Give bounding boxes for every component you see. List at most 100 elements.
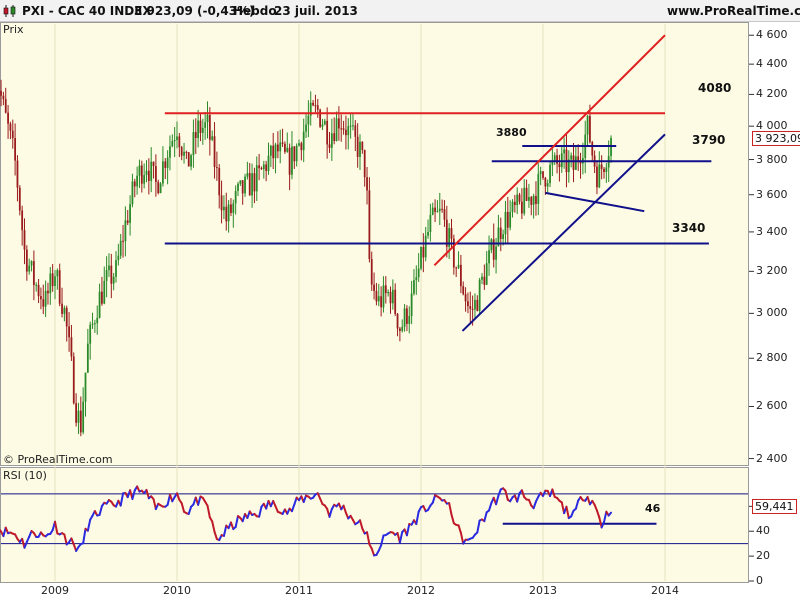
trend-line <box>545 191 645 213</box>
rsi-segment <box>70 537 75 546</box>
candle-body <box>143 175 146 184</box>
candle-body <box>438 208 441 212</box>
rsi-segment <box>234 515 239 528</box>
candle-body <box>42 299 45 307</box>
candle-body <box>79 410 82 433</box>
candle-body <box>312 102 314 106</box>
candle-body <box>537 174 540 204</box>
rsi-segment <box>450 513 455 525</box>
rsi-segment <box>63 533 68 546</box>
rsi-segment <box>415 510 420 526</box>
candle-body <box>345 129 347 136</box>
candle-body <box>11 130 14 139</box>
candle-body <box>56 270 59 277</box>
rsi-segment <box>54 520 59 535</box>
rsi-segment <box>82 527 87 545</box>
candle-body <box>391 289 394 304</box>
rsi-segment <box>598 516 603 529</box>
candle-body <box>431 207 434 215</box>
candle-body <box>546 183 549 187</box>
candle-body <box>239 180 242 184</box>
candle-body <box>276 144 279 152</box>
candle-body <box>7 112 9 124</box>
last-quote: 3 923,09 (-0,43%) <box>134 4 255 18</box>
candle-body <box>316 105 319 110</box>
candle-body <box>260 168 263 170</box>
candle-body <box>459 264 462 287</box>
candle-body <box>422 246 425 258</box>
candle-body <box>32 261 35 285</box>
rsi-segment <box>497 488 502 497</box>
candle-body <box>138 165 141 176</box>
candle-body <box>441 208 444 210</box>
candle-body <box>157 181 160 194</box>
rsi-segment <box>457 524 462 534</box>
candle-body <box>600 164 603 169</box>
candle-body <box>305 124 307 132</box>
date-label: 23 juil. 2013 <box>274 4 358 18</box>
candle-body <box>535 195 537 204</box>
rsi-segment <box>405 523 411 537</box>
candle-body <box>183 151 185 156</box>
candle-body <box>333 133 336 141</box>
candle-body <box>323 120 326 125</box>
candle-body <box>96 317 99 324</box>
candle-body <box>218 167 221 196</box>
candle-body <box>68 326 70 338</box>
candle-body <box>86 343 89 373</box>
price-tick: 3 000 <box>756 306 788 320</box>
candle-body <box>25 249 28 272</box>
candle-body <box>119 240 122 256</box>
rsi-segment <box>229 521 235 531</box>
candle-body <box>300 143 303 151</box>
candle-body <box>54 276 56 287</box>
candle-body <box>159 183 162 194</box>
candle-body <box>398 328 401 331</box>
candle-body <box>415 277 418 281</box>
rsi-segment <box>431 494 437 504</box>
candle-body <box>223 206 225 211</box>
candle-body <box>488 250 490 264</box>
candle-body <box>147 170 150 181</box>
candle-body <box>129 204 131 223</box>
candle-body <box>314 105 317 107</box>
level-label-3790: 3790 <box>692 133 726 148</box>
rsi-segment <box>551 488 556 498</box>
candle-body <box>450 228 453 239</box>
candle-body <box>420 246 422 269</box>
candle-body <box>375 291 378 302</box>
candle-body <box>589 115 591 143</box>
candle-body <box>140 165 143 184</box>
candle-body <box>506 211 509 228</box>
candle-body <box>429 214 432 233</box>
candle-body <box>101 291 103 304</box>
candle-body <box>349 125 352 127</box>
candle-body <box>363 149 366 178</box>
y-axis-area <box>749 22 800 583</box>
candle-body <box>387 291 390 294</box>
candle-body <box>417 268 420 278</box>
candle-body <box>528 197 530 201</box>
rsi-segment <box>483 511 488 523</box>
candle-body <box>309 102 312 116</box>
candle-body <box>532 195 535 205</box>
candle-body <box>403 308 406 327</box>
candle-body <box>244 176 246 194</box>
candle-body <box>49 273 52 294</box>
candle-body <box>23 230 26 250</box>
candle-body <box>255 165 258 192</box>
rsi-segment <box>366 531 371 546</box>
candle-body <box>267 155 270 172</box>
candle-body <box>572 155 575 170</box>
rsi-last-badge: 59,441 <box>752 499 797 515</box>
rsi-tick: 40 <box>756 524 770 538</box>
rsi-panel[interactable] <box>0 467 749 583</box>
candle-body <box>164 161 167 168</box>
candle-body <box>478 279 481 311</box>
candle-body <box>124 220 127 242</box>
rsi-segment <box>504 489 509 501</box>
rsi-segment <box>520 489 526 499</box>
candle-body <box>232 203 235 213</box>
candle-body <box>462 286 465 295</box>
candle-body <box>511 201 514 212</box>
